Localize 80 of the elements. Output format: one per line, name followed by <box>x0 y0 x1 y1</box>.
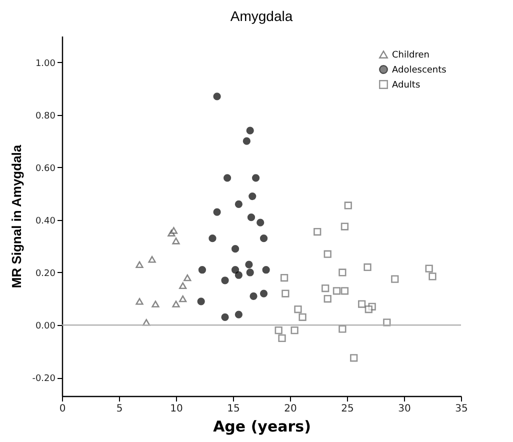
point <box>246 126 254 134</box>
point <box>324 250 332 258</box>
point <box>170 227 178 234</box>
point <box>340 287 349 295</box>
point <box>364 305 372 314</box>
point <box>172 238 180 244</box>
point <box>231 245 240 253</box>
x-tick-label: 20 <box>284 404 297 414</box>
point <box>340 222 349 230</box>
point <box>391 275 399 283</box>
x-tick-label: 25 <box>341 404 354 414</box>
point <box>280 274 288 282</box>
x-tick-label: 30 <box>398 404 411 414</box>
y-tick-label: -0.20 <box>32 374 56 384</box>
point <box>172 300 180 308</box>
point <box>242 137 250 145</box>
legend-label: Adults <box>392 80 420 90</box>
point <box>338 268 346 276</box>
x-tick-label: 5 <box>116 404 123 414</box>
y-tick-label: 0.20 <box>35 268 56 279</box>
x-tick-label: 15 <box>227 404 240 414</box>
point <box>425 264 433 272</box>
y-tick-label: 0.80 <box>35 111 56 122</box>
point <box>152 300 160 308</box>
point <box>136 261 144 268</box>
point <box>197 298 205 306</box>
point <box>198 266 206 274</box>
x-tick-label: 10 <box>170 404 183 414</box>
y-axis-title: MR Signal in Amygdala <box>9 144 24 288</box>
y-tick-label: 0.00 <box>35 322 56 332</box>
y-tick-label: 1.00 <box>35 58 56 69</box>
x-tick-label: 35 <box>455 404 468 414</box>
point <box>260 234 268 242</box>
point <box>324 294 332 303</box>
point <box>344 202 352 210</box>
x-tick-label: 0 <box>59 404 66 414</box>
point <box>179 295 187 302</box>
legend-label: Children <box>392 50 430 60</box>
point <box>208 234 216 242</box>
point <box>256 218 264 226</box>
point <box>245 260 253 268</box>
point <box>282 290 290 298</box>
point <box>358 300 366 308</box>
point <box>136 298 144 305</box>
point <box>298 313 306 321</box>
point <box>250 292 258 300</box>
point <box>428 272 436 280</box>
point <box>223 174 232 182</box>
point <box>184 274 192 282</box>
point <box>252 174 260 182</box>
point <box>260 290 268 298</box>
point <box>248 192 256 200</box>
point <box>294 305 302 314</box>
point <box>350 354 358 362</box>
y-tick-label: 0.60 <box>35 164 56 174</box>
point <box>213 92 221 100</box>
point <box>234 271 243 279</box>
point <box>364 263 372 272</box>
point <box>221 313 229 321</box>
point <box>234 200 243 208</box>
point <box>338 325 346 333</box>
point <box>274 326 282 334</box>
point <box>148 256 156 263</box>
point <box>246 268 254 276</box>
point <box>332 287 341 295</box>
point <box>179 282 187 290</box>
point <box>322 284 330 292</box>
y-tick-label: 0.40 <box>35 216 56 226</box>
point <box>247 214 256 222</box>
point <box>221 276 229 284</box>
point <box>314 228 322 236</box>
point <box>262 266 270 274</box>
point <box>213 208 221 216</box>
legend-label: Adolescents <box>392 66 447 76</box>
point <box>290 326 298 334</box>
chart-title: Amygdala <box>230 8 293 24</box>
point <box>231 266 240 274</box>
point <box>234 310 243 318</box>
x-axis-title: Age (years) <box>213 418 311 436</box>
point <box>278 334 286 342</box>
